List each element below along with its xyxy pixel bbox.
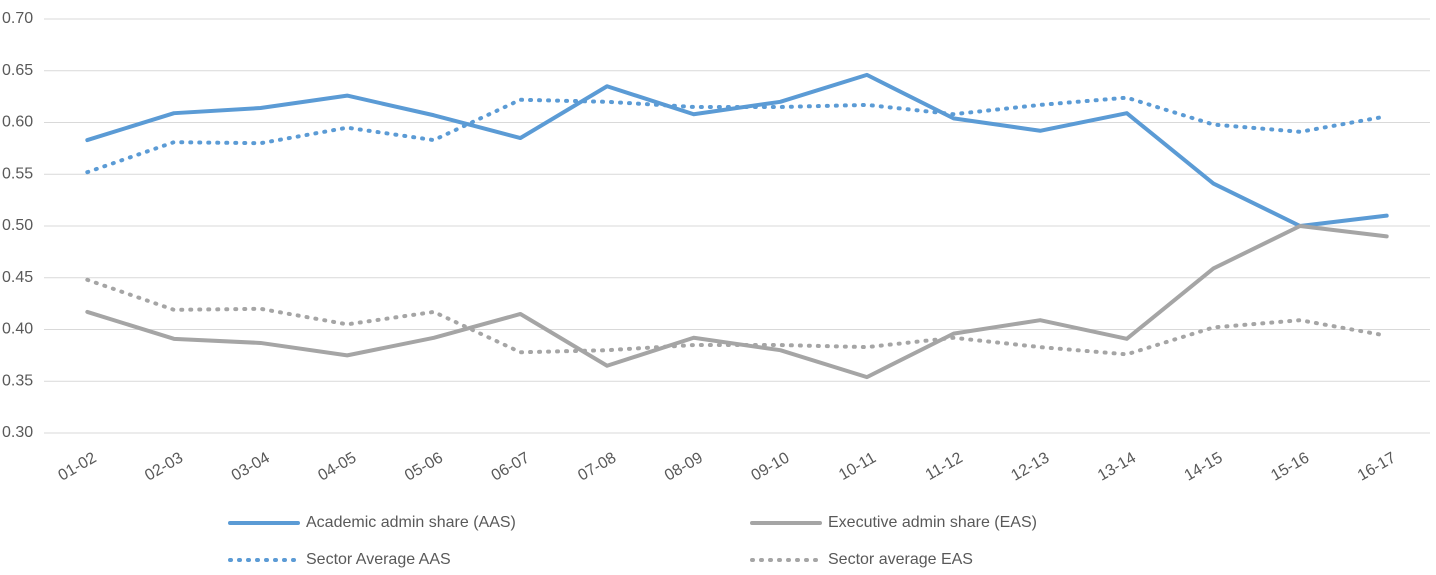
- x-tick-label: 06-07: [489, 449, 533, 484]
- y-tick-label: 0.35: [2, 372, 33, 389]
- series-line: [85, 224, 1389, 380]
- x-tick-label: 12-13: [1008, 449, 1052, 484]
- x-tick-label: 09-10: [748, 449, 792, 484]
- series-line: [85, 277, 1389, 357]
- x-tick-label: 04-05: [315, 449, 359, 484]
- y-tick-label: 0.65: [2, 62, 33, 79]
- y-tick-label: 0.40: [2, 321, 33, 338]
- x-tick-label: 14-15: [1182, 449, 1226, 484]
- series-line: [85, 72, 1389, 228]
- x-tick-label: 08-09: [662, 449, 706, 484]
- y-tick-label: 0.60: [2, 114, 33, 131]
- y-tick-label: 0.55: [2, 165, 33, 182]
- x-tick-label: 01-02: [55, 449, 99, 484]
- x-tick-label: 03-04: [229, 449, 273, 484]
- x-tick-label: 10-11: [836, 449, 879, 484]
- legend-label: Academic admin share (AAS): [306, 514, 516, 531]
- y-tick-label: 0.50: [2, 217, 33, 234]
- x-tick-label: 16-17: [1355, 449, 1399, 484]
- legend-label: Sector Average AAS: [306, 551, 451, 568]
- x-tick-label: 07-08: [575, 449, 619, 484]
- y-tick-label: 0.70: [2, 10, 33, 27]
- x-tick-label: 05-06: [402, 449, 446, 484]
- legend-label: Executive admin share (EAS): [828, 514, 1037, 531]
- x-tick-label: 13-14: [1095, 449, 1139, 484]
- legend-label: Sector average EAS: [828, 551, 973, 568]
- series-line: [85, 95, 1389, 175]
- x-tick-label: 02-03: [142, 449, 186, 484]
- x-tick-label: 11-12: [923, 449, 966, 484]
- y-tick-label: 0.30: [2, 424, 33, 441]
- y-tick-label: 0.45: [2, 269, 33, 286]
- x-tick-label: 15-16: [1268, 449, 1312, 484]
